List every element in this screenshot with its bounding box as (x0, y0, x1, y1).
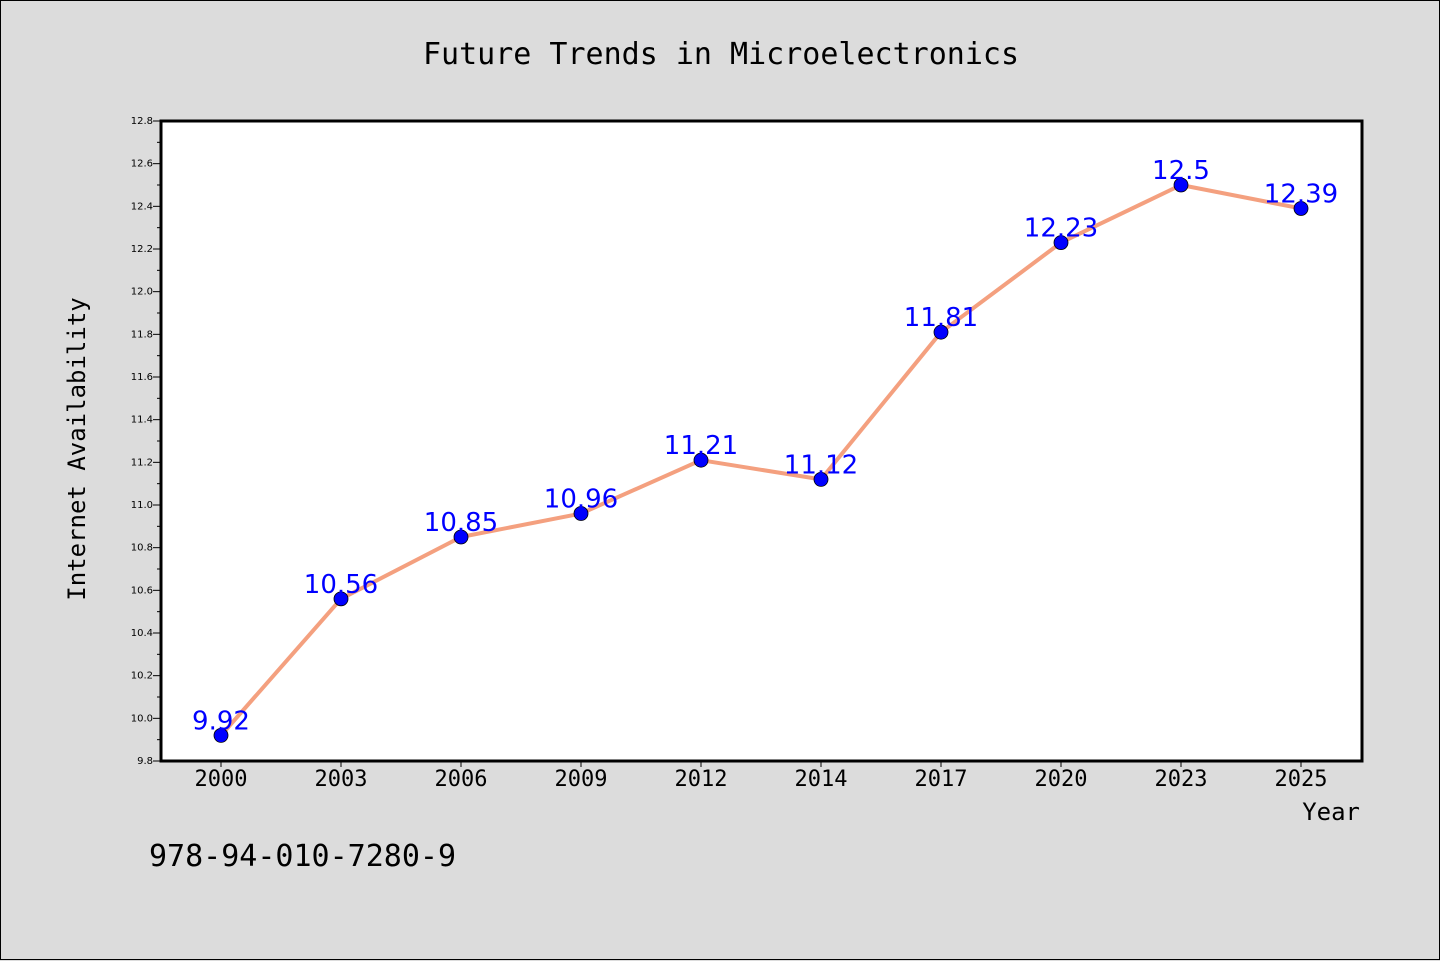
y-tick-label: 9.8 (137, 756, 153, 767)
y-tick-label: 12.6 (131, 159, 153, 170)
data-label: 10.56 (304, 570, 378, 600)
x-axis: 2000 2003 2006 2009 2012 2014 2017 2020 2023 2025 (195, 761, 1328, 792)
x-tick-label: 2017 (915, 767, 968, 792)
x-tick-label: 2020 (1035, 767, 1088, 792)
data-label: 12.5 (1152, 156, 1210, 186)
data-point (453, 529, 469, 545)
x-tick-label: 2012 (675, 767, 728, 792)
y-axis: 9.8 10.0 10.2 10.4 10.6 10.8 11.0 11.2 11.4 11.6 1… (131, 116, 161, 767)
series-line (219, 183, 1302, 737)
y-tick-label: 10.2 (131, 671, 153, 682)
y-tick-label: 11.6 (131, 372, 153, 383)
y-tick-label: 11.4 (131, 415, 153, 426)
data-point (1173, 177, 1189, 193)
series-layer (213, 177, 1309, 743)
data-point (693, 452, 709, 468)
data-label: 11.12 (784, 450, 858, 480)
data-point (333, 591, 349, 607)
y-tick-label: 12.4 (131, 201, 153, 212)
data-label: 10.85 (424, 508, 498, 538)
data-point (573, 506, 589, 521)
plot-area (159, 119, 1364, 763)
data-label: 12.39 (1264, 179, 1338, 209)
y-axis-label: Internet Availability (63, 297, 91, 600)
data-label: 9.92 (192, 706, 250, 736)
data-point (813, 471, 829, 487)
x-tick-label: 2014 (795, 767, 848, 792)
data-label: 11.21 (664, 431, 738, 461)
y-tick-label: 11.8 (131, 329, 153, 340)
footer-note: 978-94-010-7280-9 (149, 839, 456, 874)
y-tick-label: 10.8 (131, 543, 153, 554)
data-point (1053, 235, 1069, 251)
x-tick-label: 2006 (435, 767, 488, 792)
x-tick-label: 2009 (555, 767, 608, 792)
x-tick-label: 2003 (315, 767, 368, 792)
data-labels: 9.92 10.56 10.85 10.96 11.21 11.12 11.81 12.23 1… (192, 156, 1338, 736)
data-label: 10.96 (544, 485, 618, 515)
x-tick-label: 2025 (1275, 767, 1328, 792)
y-tick-label: 10.4 (131, 628, 153, 639)
data-point (1293, 201, 1309, 216)
y-tick-label: 10.0 (131, 713, 153, 724)
data-point (213, 728, 229, 743)
y-tick-label: 10.6 (131, 585, 153, 596)
data-label: 11.81 (904, 303, 978, 333)
y-tick-label: 12.2 (131, 244, 153, 255)
y-tick-label: 11.2 (131, 457, 153, 468)
data-point (933, 324, 949, 340)
x-axis-label: Year (1302, 798, 1360, 826)
x-tick-label: 2000 (195, 767, 248, 792)
y-tick-label: 12.8 (131, 116, 153, 127)
chart-title: Future Trends in Microelectronics (423, 37, 1019, 72)
x-tick-label: 2023 (1155, 767, 1208, 792)
y-tick-label: 11.0 (131, 500, 153, 511)
y-tick-label: 12.0 (131, 287, 153, 298)
data-label: 12.23 (1024, 214, 1098, 244)
